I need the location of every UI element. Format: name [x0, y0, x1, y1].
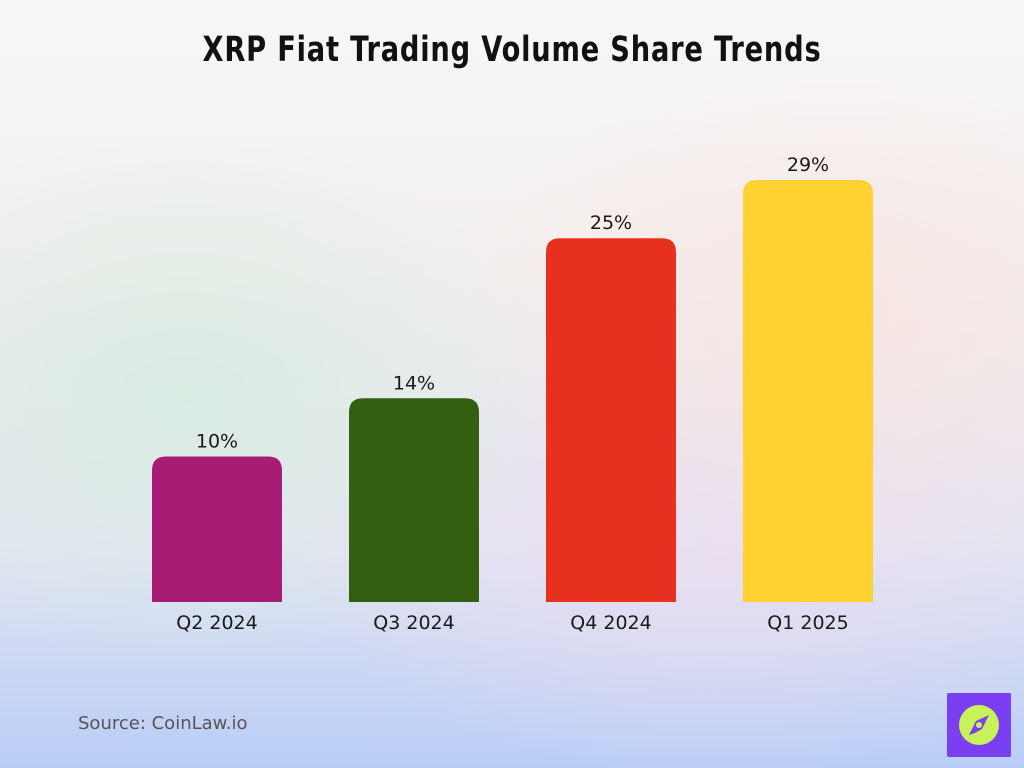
chart-title: XRP Fiat Trading Volume Share Trends: [202, 30, 822, 70]
bar-q2-2024: [152, 456, 282, 602]
bar-value-label: 25%: [590, 212, 632, 234]
x-tick-label: Q2 2024: [176, 612, 257, 634]
bar-q3-2024: [349, 398, 479, 602]
x-tick-label: Q4 2024: [570, 612, 651, 634]
bar-value-label: 10%: [196, 430, 238, 452]
bar-value-label: 29%: [787, 154, 829, 176]
brand-logo: [947, 693, 1011, 757]
bar-q1-2025: [743, 180, 873, 602]
bar-value-label: 14%: [393, 372, 435, 394]
bars-group: 10% Q2 2024 14% Q3 2024 25% Q4 2024 29% Q1 2025: [152, 154, 873, 634]
x-tick-label: Q1 2025: [767, 612, 848, 634]
source-text: Source: CoinLaw.io: [78, 713, 248, 734]
bar-q4-2024: [546, 238, 676, 602]
x-tick-label: Q3 2024: [373, 612, 454, 634]
compass-icon: [959, 705, 999, 745]
